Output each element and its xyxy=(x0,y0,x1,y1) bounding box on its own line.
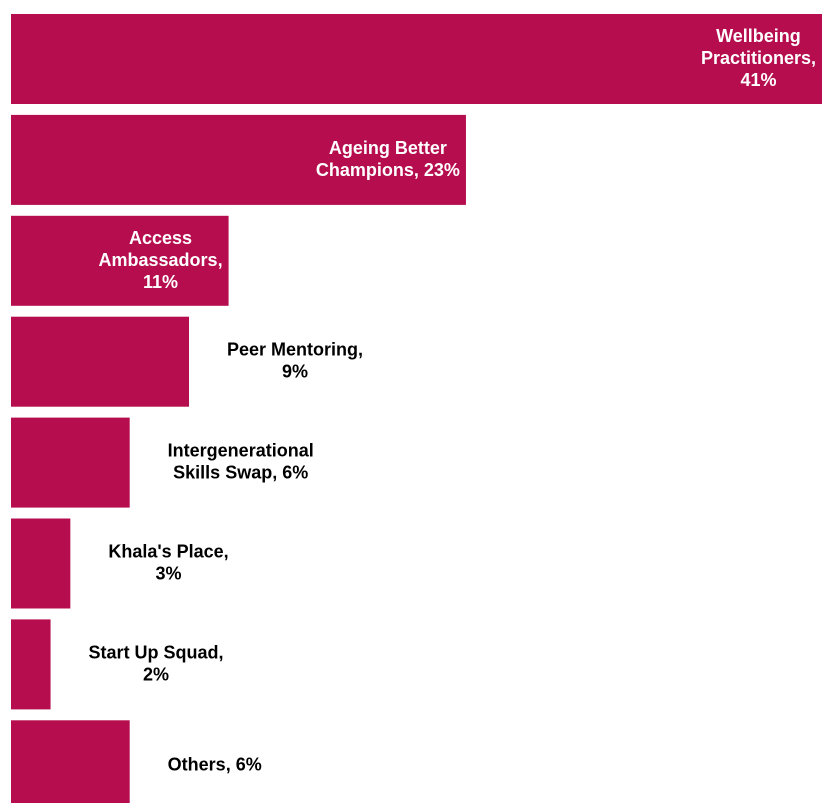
data-label: Intergenerational Skills Swap, 6% xyxy=(168,440,314,482)
data-label: Ageing Better Champions, 23% xyxy=(316,138,460,180)
bar xyxy=(11,316,190,407)
bar xyxy=(11,518,71,609)
data-label: Peer Mentoring, 9% xyxy=(227,339,363,381)
bar xyxy=(11,114,466,205)
data-label: Start Up Squad, 2% xyxy=(89,642,224,684)
data-label: Others, 6% xyxy=(168,754,262,774)
data-label: Khala's Place, 3% xyxy=(108,541,228,583)
data-label: Wellbeing Practitioners, 41% xyxy=(701,26,816,90)
bar xyxy=(11,14,822,104)
bar xyxy=(11,215,229,306)
bar xyxy=(11,720,130,803)
data-label: Access Ambassadors, 11% xyxy=(99,228,223,292)
bar xyxy=(11,619,51,710)
bar xyxy=(11,417,130,508)
